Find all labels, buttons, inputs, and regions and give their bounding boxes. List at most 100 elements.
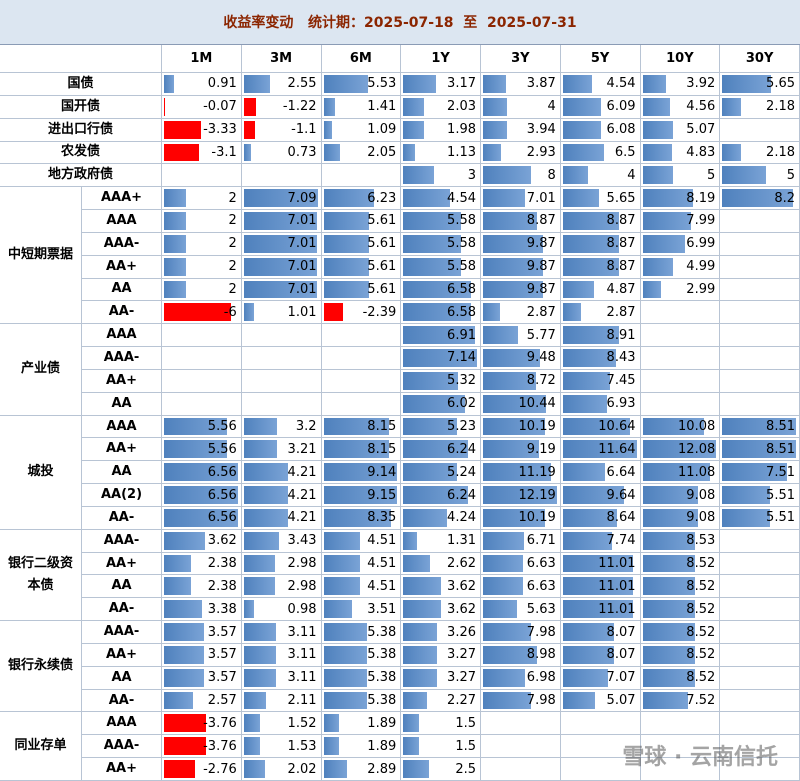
value-cell: 5.77	[481, 324, 561, 348]
value: 4.99	[686, 259, 716, 275]
value-cell: 3.62	[401, 598, 481, 622]
value-cell: 7.01	[481, 187, 561, 211]
value-cell: 5.51	[720, 506, 800, 530]
value: 2.93	[526, 144, 556, 160]
data-bar	[562, 531, 612, 550]
data-bar	[562, 417, 631, 436]
data-bar	[323, 440, 390, 459]
value-cell: 3.94	[481, 118, 561, 142]
data-bar	[642, 623, 695, 641]
row-label: AA-	[82, 506, 162, 530]
data-bar	[243, 691, 266, 710]
value: 8.98	[526, 647, 556, 663]
value-cell	[720, 347, 800, 370]
data-bar	[323, 508, 391, 527]
value-cell: 1.98	[401, 118, 481, 142]
data-bar	[722, 440, 796, 459]
watermark: 雪球 · 云南信托	[622, 745, 778, 770]
data-bar	[164, 760, 196, 778]
value: 9.08	[686, 510, 716, 526]
value: 8.51	[766, 418, 795, 434]
data-bar	[722, 75, 772, 93]
value: 8.52	[686, 647, 716, 663]
data-bar	[164, 645, 205, 664]
value: 7.99	[686, 213, 716, 229]
group-label: 城投	[0, 415, 82, 530]
value: 8.64	[606, 510, 636, 526]
value-cell	[720, 643, 800, 667]
value: 5.56	[207, 418, 237, 434]
value-cell: 1.89	[321, 712, 402, 736]
value-cell: 6.64	[560, 461, 641, 485]
value-cell: 8.19	[640, 187, 721, 211]
data-bar	[323, 691, 367, 710]
value: 5.38	[367, 693, 397, 709]
data-bar	[243, 577, 275, 596]
value-cell: 8.52	[640, 621, 721, 644]
data-bar	[403, 486, 468, 504]
value-cell: 11.08	[640, 461, 721, 485]
value: 4.21	[287, 510, 317, 526]
value-cell: 8.43	[560, 347, 641, 370]
data-bar	[403, 714, 419, 733]
value-cell	[241, 369, 322, 393]
value: 8.87	[606, 236, 636, 252]
data-bar	[323, 143, 341, 162]
data-bar	[483, 486, 557, 504]
value: 6.08	[606, 122, 636, 138]
row-label: AAA-	[82, 735, 162, 759]
value-cell: 6.63	[481, 575, 561, 599]
value-cell: 3.92	[640, 73, 721, 96]
value: 3.26	[447, 624, 476, 640]
group-label: 银行永续债	[0, 621, 82, 713]
data-bar	[403, 212, 461, 230]
value-cell: -1.1	[241, 118, 322, 142]
value: 1.5	[455, 715, 476, 731]
data-bar	[164, 120, 202, 139]
value-cell	[560, 712, 641, 736]
data-bar	[722, 166, 766, 185]
data-bar	[562, 212, 619, 230]
value-cell: 2.02	[241, 758, 322, 781]
data-bar	[323, 714, 339, 733]
value-cell: 8.51	[720, 438, 800, 462]
data-bar	[243, 212, 317, 230]
value-cell: 7.99	[640, 210, 721, 233]
data-bar	[403, 645, 438, 664]
value-cell: 7.14	[401, 347, 481, 370]
column-header: 6M	[321, 45, 402, 73]
value: 6.23	[367, 190, 397, 206]
value: 5.51	[766, 487, 795, 503]
value-cell: 6.24	[401, 484, 481, 507]
value: 1.5	[455, 738, 476, 754]
value: 4.51	[367, 533, 397, 549]
data-bar	[642, 189, 693, 208]
row-label: AA+	[82, 552, 162, 576]
value-cell: 5.58	[401, 255, 481, 279]
value: 6.63	[526, 578, 556, 594]
row-label: AAA+	[82, 187, 162, 211]
data-bar	[642, 120, 674, 139]
data-bar	[243, 737, 260, 756]
value-cell	[640, 324, 721, 348]
value-cell: 9.87	[481, 232, 561, 256]
data-bar	[323, 463, 398, 482]
value-cell: 2	[162, 210, 242, 233]
data-bar	[164, 554, 191, 573]
value: 6.24	[447, 487, 476, 503]
value-cell: 9.87	[481, 278, 561, 302]
data-bar	[562, 394, 607, 413]
value: 5.63	[526, 601, 556, 617]
value-cell: 2.03	[401, 95, 481, 119]
value: 0.73	[287, 144, 317, 160]
value: 9.19	[526, 441, 556, 457]
data-bar	[562, 303, 581, 322]
value-cell: 1.13	[401, 141, 481, 165]
group-label: 进出口行债	[0, 118, 162, 142]
value: 8.15	[367, 418, 397, 434]
value-cell: 11.01	[560, 552, 641, 576]
value: 6.09	[606, 99, 636, 115]
data-bar	[722, 189, 794, 208]
data-bar	[483, 280, 543, 299]
value: 3.43	[287, 533, 317, 549]
